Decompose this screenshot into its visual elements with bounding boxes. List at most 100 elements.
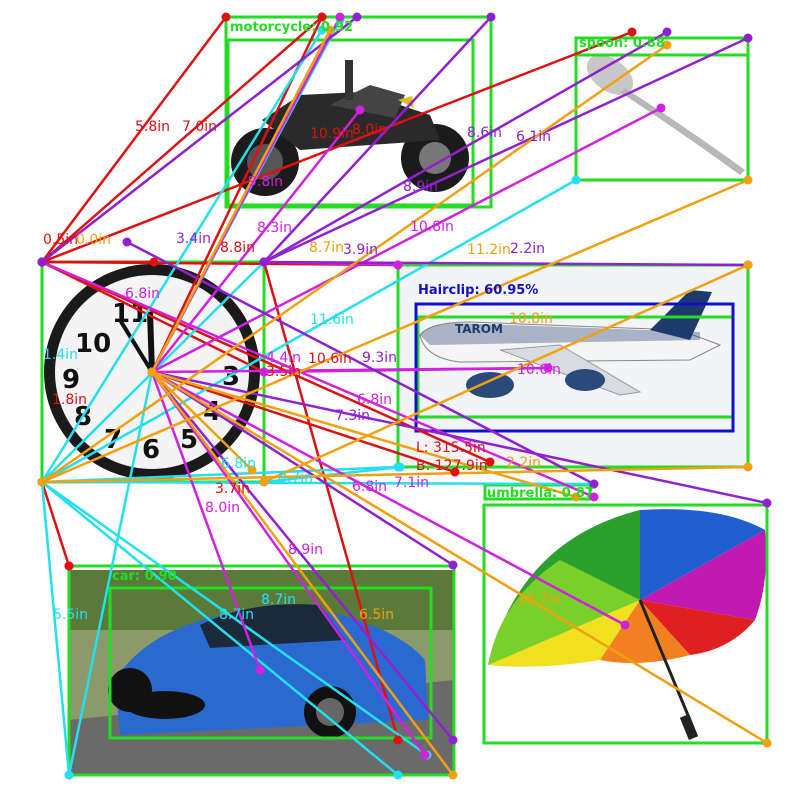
measurement-line — [263, 263, 749, 484]
measurement-endpoint — [486, 12, 496, 22]
measurement-endpoint — [149, 257, 159, 267]
measurement-line — [151, 371, 253, 471]
measurement-label: 2.2in — [510, 241, 545, 257]
measurement-label: 6.8in — [221, 456, 256, 472]
svg-text:11: 11 — [112, 299, 148, 329]
measurement-label: 10.6in — [308, 351, 352, 367]
measurement-label: 6.1in — [516, 129, 551, 145]
measurement-endpoint — [543, 363, 553, 373]
measurement-label: 3.4in — [176, 231, 211, 247]
measurement-endpoint — [259, 257, 269, 267]
svg-text:10: 10 — [75, 329, 111, 359]
measurement-label: 8.9in — [403, 179, 438, 195]
measurement-endpoint — [743, 33, 753, 43]
measurement-label: 2.2in — [506, 455, 541, 471]
measurement-line — [151, 370, 454, 567]
measurement-endpoint — [259, 367, 269, 377]
measurement-endpoint — [762, 738, 772, 748]
measurement-endpoint — [355, 105, 365, 115]
measurement-endpoint — [37, 257, 47, 267]
measurement-label: 0.5in — [43, 232, 78, 248]
measurement-endpoint — [589, 492, 599, 502]
measurement-label: 1.4in — [43, 347, 78, 363]
measurement-label: 11.2in — [467, 242, 511, 258]
measurement-line — [41, 16, 323, 263]
measurement-label: 0.0in — [76, 232, 111, 248]
measurement-line — [151, 370, 768, 745]
motorcycle-box-inner — [226, 38, 475, 207]
measurement-endpoint — [335, 12, 345, 22]
measurement-label: 3.9in — [343, 242, 378, 258]
airplane-photo: TAROM — [398, 265, 748, 467]
measurement-label: 7.1in — [394, 475, 429, 491]
hairclip-label: Hairclip: 60.95% — [418, 283, 538, 298]
measurement-line — [262, 261, 400, 741]
measurement-endpoint — [255, 665, 265, 675]
measurement-endpoint — [743, 260, 753, 270]
measurement-endpoint — [64, 770, 74, 780]
measurement-label: 9.3in — [362, 350, 397, 366]
measurement-endpoint — [317, 12, 327, 22]
measurement-endpoint — [325, 25, 335, 35]
measurement-line — [151, 370, 577, 499]
motorcycle-label: motorcycle: 0.92 — [230, 20, 353, 35]
measurement-label: L: 315.5in — [416, 440, 486, 456]
measurement-label: 1.8in — [52, 392, 87, 408]
measurement-endpoint — [147, 367, 157, 377]
measurement-endpoint — [743, 462, 753, 472]
measurement-label: 6.8in — [125, 286, 160, 302]
measurement-endpoint — [352, 12, 362, 22]
measurement-endpoint — [221, 12, 231, 22]
measurement-line — [41, 30, 633, 264]
measurement-line — [126, 240, 595, 486]
measurement-label: 10.7in — [517, 592, 561, 608]
measurement-label: 5.8in — [135, 119, 170, 135]
measurement-endpoint — [485, 457, 495, 467]
measurement-line — [150, 371, 262, 671]
measurement-endpoint — [37, 477, 47, 487]
measurement-line — [41, 16, 358, 263]
measurement-label: 11.6in — [310, 312, 354, 328]
measurement-label: 6.5in — [359, 607, 394, 623]
umbrella-box — [482, 503, 769, 745]
measurement-endpoint — [589, 479, 599, 489]
measurement-line — [41, 480, 595, 486]
svg-text:3: 3 — [222, 362, 240, 392]
umbrella-photo — [484, 505, 767, 745]
measurement-label: 8.7in — [278, 470, 313, 486]
umbrella-label: umbrella: 0.87 — [487, 486, 594, 501]
measurement-endpoint — [450, 467, 460, 477]
measurement-endpoint — [259, 477, 269, 487]
hairclip-box — [414, 302, 735, 433]
measurement-endpoint — [448, 735, 458, 745]
measurement-endpoint — [656, 103, 666, 113]
svg-text:TAROM: TAROM — [455, 322, 503, 336]
measurement-endpoint — [662, 40, 672, 50]
measurement-line — [151, 109, 361, 373]
measurement-endpoint — [64, 561, 74, 571]
measurement-line — [41, 16, 227, 263]
measurement-label: 8.7in — [309, 240, 344, 256]
measurement-label: 10.6in — [517, 362, 561, 378]
measurement-endpoint — [395, 462, 405, 472]
measurement-label: 8.7in — [219, 607, 254, 623]
measurement-line — [41, 43, 668, 484]
measurement-line — [40, 481, 71, 776]
measurement-line — [41, 260, 595, 499]
measurement-line — [150, 371, 455, 776]
measurement-line — [151, 371, 454, 741]
measurement-label: 5.5in — [53, 607, 88, 623]
measurement-endpoint — [627, 27, 637, 37]
measurement-endpoint — [247, 465, 257, 475]
measurement-label: 8.8in — [220, 240, 255, 256]
car-label: car: 0.90 — [112, 569, 177, 584]
car-box-outer — [67, 564, 456, 777]
measurement-line — [150, 29, 332, 373]
measurement-label: 7.0in — [182, 119, 217, 135]
measurement-label: 8.3in — [257, 220, 292, 236]
measurement-endpoint — [620, 620, 630, 630]
measurement-line — [41, 465, 749, 484]
measurement-endpoint — [571, 175, 581, 185]
measurement-line — [41, 480, 428, 757]
